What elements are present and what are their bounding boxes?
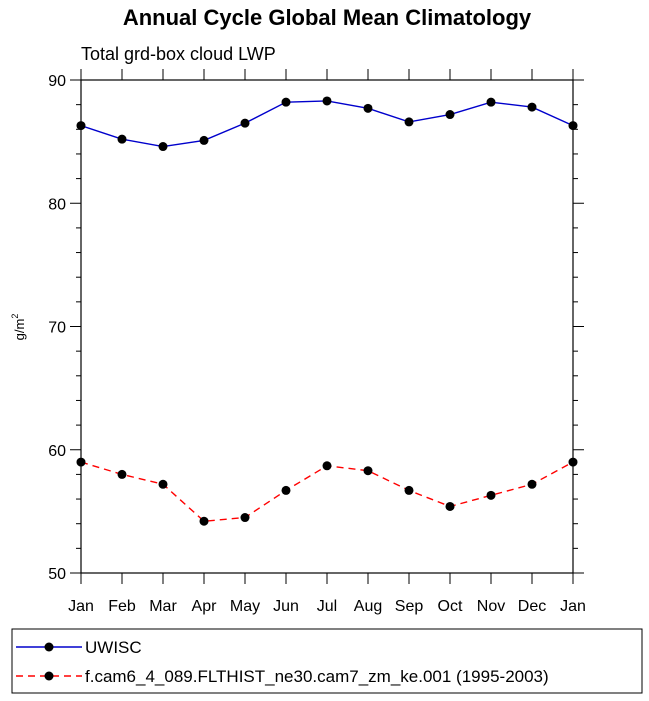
x-tick-label: Mar xyxy=(149,598,177,615)
y-tick-label: 70 xyxy=(48,320,66,337)
data-point-series-2 xyxy=(404,485,414,495)
data-point-series-1 xyxy=(568,121,578,131)
data-point-series-2 xyxy=(486,490,496,500)
x-tick-label: Jun xyxy=(273,598,299,615)
legend-marker-2 xyxy=(44,671,54,681)
data-point-series-1 xyxy=(240,118,250,128)
x-tick-label: May xyxy=(230,598,260,615)
y-tick-label: 90 xyxy=(48,73,66,90)
data-point-series-2 xyxy=(76,457,86,467)
x-tick-label: Oct xyxy=(438,598,463,615)
legend-box xyxy=(11,628,643,694)
chart-subtitle: Total grd-box cloud LWP xyxy=(81,44,276,64)
series-line-1 xyxy=(80,100,574,148)
legend: UWISC f.cam6_4_089.FLTHIST_ne30.cam7_zm_k… xyxy=(11,628,643,694)
data-point-series-2 xyxy=(527,479,537,489)
legend-marker-1 xyxy=(44,642,54,652)
x-tick-label: Feb xyxy=(108,598,136,615)
data-point-series-2 xyxy=(240,513,250,523)
y-tick-label: 80 xyxy=(48,196,66,213)
y-axis-label-unit: g/m xyxy=(12,319,27,341)
plot-frame xyxy=(80,79,574,574)
data-point-series-1 xyxy=(486,97,496,107)
data-point-series-1 xyxy=(527,102,537,112)
data-point-series-1 xyxy=(76,121,86,131)
x-tick-label: Nov xyxy=(477,598,505,615)
x-tick-label: Apr xyxy=(192,598,218,615)
data-point-series-2 xyxy=(363,466,373,476)
data-point-series-1 xyxy=(199,135,209,145)
x-tick-label: Jan xyxy=(68,598,94,615)
x-tick-label: Jan xyxy=(560,598,586,615)
x-tick-label: Aug xyxy=(354,598,382,615)
data-point-series-1 xyxy=(281,97,291,107)
data-point-series-2 xyxy=(445,501,455,511)
y-axis-label: g/m2 xyxy=(10,314,27,341)
data-point-series-2 xyxy=(199,516,209,526)
legend-label-1: UWISC xyxy=(85,638,142,657)
axes: 50 60 70 80 90 Jan Feb Mar Apr May Jun Jul Aug Sep Oct… xyxy=(48,69,586,615)
data-point-series-1 xyxy=(404,117,414,127)
data-point-series-1 xyxy=(322,96,332,106)
y-tick-label: 60 xyxy=(48,443,66,460)
x-tick-label: Jul xyxy=(317,598,337,615)
data-point-series-2 xyxy=(281,485,291,495)
series-line-2 xyxy=(80,461,574,522)
data-point-series-2 xyxy=(322,461,332,471)
x-tick-label: Dec xyxy=(518,598,546,615)
y-tick-label: 50 xyxy=(48,566,66,583)
y-axis-label-exponent: 2 xyxy=(10,314,20,319)
data-point-series-1 xyxy=(363,103,373,113)
data-point-series-1 xyxy=(158,142,168,152)
x-tick-label: Sep xyxy=(395,598,424,615)
chart-title: Annual Cycle Global Mean Climatology xyxy=(123,5,532,30)
data-point-series-2 xyxy=(158,479,168,489)
data-point-series-1 xyxy=(445,110,455,120)
data-point-series-1 xyxy=(117,134,127,144)
data-point-series-2 xyxy=(117,469,127,479)
data-point-series-2 xyxy=(568,457,578,467)
series-group xyxy=(76,96,578,526)
legend-label-2: f.cam6_4_089.FLTHIST_ne30.cam7_zm_ke.001… xyxy=(85,667,549,686)
